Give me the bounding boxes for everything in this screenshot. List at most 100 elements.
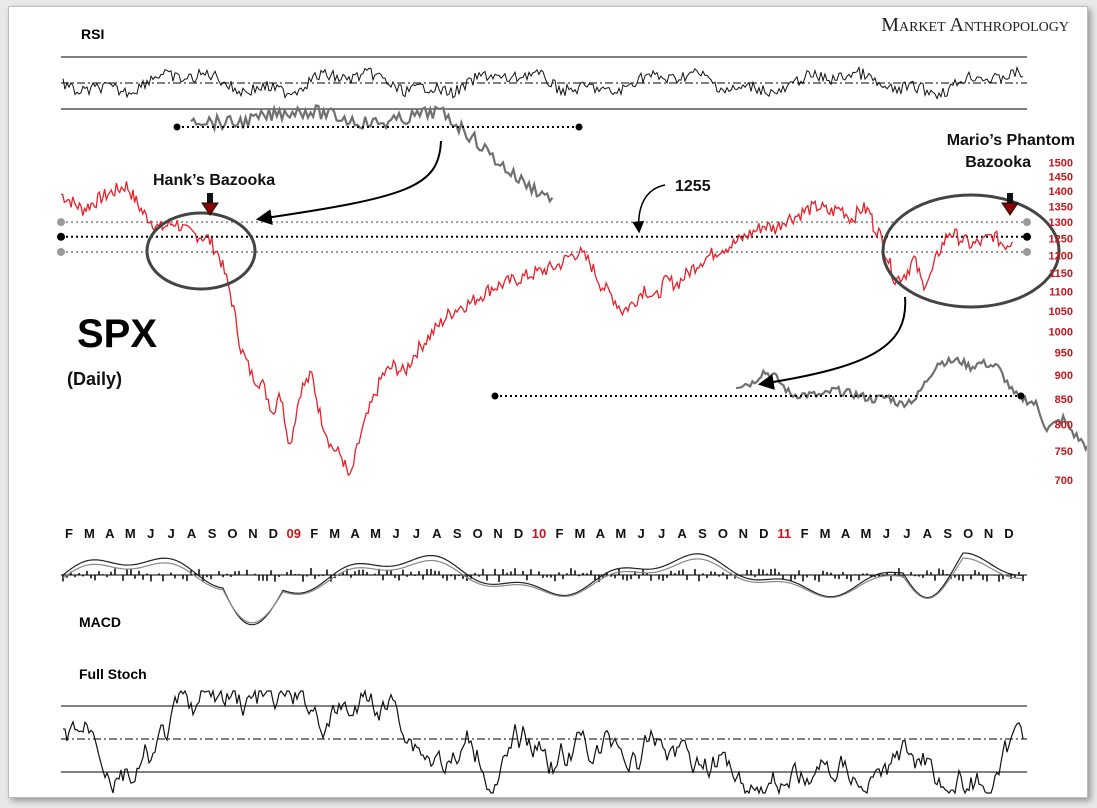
y-tick-label: 900	[1055, 370, 1073, 382]
x-tick-label: S	[698, 526, 707, 541]
x-tick-label: 11	[777, 526, 791, 541]
x-tick-label: N	[739, 526, 748, 541]
y-tick-label: 800	[1055, 419, 1073, 431]
x-tick-label: J	[413, 526, 420, 541]
x-tick-label: A	[105, 526, 115, 541]
y-tick-label: 700	[1055, 475, 1073, 487]
x-tick-label: O	[963, 526, 973, 541]
spx-chart: Market Anthropology RSI Hank’s Bazooka M…	[57, 14, 1087, 796]
x-tick-label: J	[638, 526, 645, 541]
arrow-1255	[632, 184, 666, 234]
y-tick-label: 850	[1055, 394, 1073, 406]
reference-dot	[57, 232, 65, 241]
overlay-dot	[173, 123, 181, 131]
mario-label-line1: Mario’s Phantom	[947, 132, 1075, 149]
x-tick-label: M	[574, 526, 585, 541]
x-tick-label: O	[227, 526, 237, 541]
hank-ellipse	[145, 211, 257, 291]
x-tick-label: A	[596, 526, 606, 541]
reference-dot	[1023, 232, 1031, 241]
y-tick-label: 1150	[1049, 268, 1073, 280]
x-tick-label: O	[718, 526, 728, 541]
signal-line	[62, 557, 1024, 624]
stoch-line	[62, 688, 1024, 796]
x-tick-label: J	[392, 526, 399, 541]
x-tick-label: M	[370, 526, 381, 541]
overlay-dot	[575, 123, 583, 131]
stoch-panel	[61, 688, 1027, 796]
x-tick-label: J	[658, 526, 665, 541]
overlay-line-lower	[735, 355, 1087, 453]
macd-line	[62, 552, 1024, 626]
rsi-panel	[61, 56, 1027, 110]
y-tick-label: 1450	[1049, 172, 1073, 184]
x-tick-label: A	[350, 526, 360, 541]
mario-label-line2: Bazooka	[965, 154, 1031, 171]
x-tick-label: M	[615, 526, 626, 541]
x-tick-label: N	[248, 526, 257, 541]
x-tick-label: F	[310, 526, 318, 541]
chart-frame: Market Anthropology RSI Hank’s Bazooka M…	[8, 6, 1088, 798]
y-tick-label: 1500	[1049, 158, 1073, 170]
overlay-dot	[491, 392, 499, 400]
reference-dot	[1023, 218, 1031, 227]
stoch-label: Full Stoch	[79, 666, 147, 682]
x-tick-label: J	[168, 526, 175, 541]
x-tick-label: M	[329, 526, 340, 541]
overlay-line-upper	[190, 103, 554, 204]
x-tick-label: A	[187, 526, 197, 541]
overlay-dot	[1017, 392, 1025, 400]
x-axis: F M A M J J A S O N D 09 F M A M J J A S O N D 10 F M A M J J A S O N D 11 F…	[65, 526, 1014, 541]
x-tick-label: J	[147, 526, 154, 541]
y-tick-label: 1300	[1049, 217, 1073, 229]
x-tick-label: O	[473, 526, 483, 541]
rsi-line	[62, 65, 1024, 100]
y-axis: 1500 1450 1400 1350 1300 1250 1200 1150 1100 1050…	[1049, 158, 1073, 487]
y-tick-label: 1050	[1049, 306, 1073, 318]
x-tick-label: M	[861, 526, 872, 541]
y-tick-label: 1250	[1049, 233, 1073, 245]
x-tick-label: F	[65, 526, 73, 541]
y-tick-label: 1000	[1049, 326, 1073, 338]
brand-title: Market Anthropology	[881, 14, 1069, 36]
reference-dot	[57, 218, 65, 227]
price-series	[60, 181, 1013, 477]
y-tick-label: 1400	[1049, 186, 1073, 198]
x-tick-label: J	[903, 526, 910, 541]
x-tick-label: A	[923, 526, 933, 541]
level-label: 1255	[675, 178, 711, 195]
overlay-series	[190, 103, 1087, 453]
x-tick-label: N	[493, 526, 502, 541]
period-label: (Daily)	[67, 369, 122, 389]
reference-lines	[57, 218, 1031, 256]
mario-ellipse	[881, 193, 1061, 309]
hank-label: Hank’s Bazooka	[153, 172, 275, 189]
y-tick-label: 1100	[1049, 287, 1073, 299]
mario-down-arrow	[1001, 193, 1019, 216]
y-tick-label: 950	[1055, 348, 1073, 360]
x-tick-label: F	[801, 526, 809, 541]
x-tick-label: J	[883, 526, 890, 541]
symbol-label: SPX	[77, 312, 157, 356]
arrow-to-mario	[757, 296, 907, 390]
reference-dot	[57, 247, 65, 256]
x-tick-label: A	[677, 526, 687, 541]
x-tick-label: F	[555, 526, 563, 541]
x-tick-label: S	[208, 526, 217, 541]
x-tick-label: D	[759, 526, 768, 541]
x-tick-label: D	[1004, 526, 1013, 541]
x-tick-label: D	[514, 526, 523, 541]
x-tick-label: S	[453, 526, 462, 541]
x-tick-label: S	[943, 526, 952, 541]
macd-panel	[61, 552, 1027, 626]
x-tick-label: D	[269, 526, 278, 541]
x-tick-label: M	[125, 526, 136, 541]
x-tick-label: M	[84, 526, 95, 541]
x-tick-label: A	[432, 526, 442, 541]
price-line	[60, 181, 1013, 477]
arrow-to-hank	[255, 140, 442, 226]
y-tick-label: 1350	[1049, 201, 1073, 213]
reference-dot	[1023, 247, 1031, 256]
rsi-label: RSI	[81, 26, 104, 42]
x-tick-label: A	[841, 526, 851, 541]
